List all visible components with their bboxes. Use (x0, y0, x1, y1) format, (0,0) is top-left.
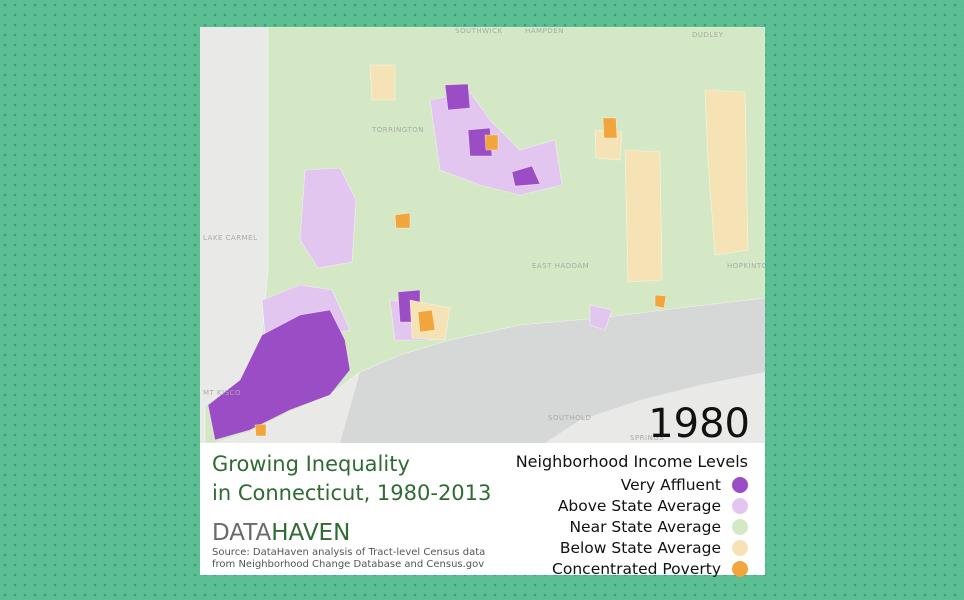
region (369, 64, 396, 101)
place-label: SOUTHWICK (455, 27, 503, 35)
place-label: EAST HADDAM (532, 262, 589, 270)
place-label: SOUTHOLD (548, 414, 591, 422)
logo-part: HAVEN (271, 520, 350, 546)
region (484, 134, 499, 151)
legend-swatch (732, 477, 748, 493)
legend-swatch (732, 561, 748, 577)
place-label: LAKE CARMEL (203, 234, 258, 242)
place-label: HAMPDEN (525, 27, 564, 35)
place-label: TORRINGTON (371, 126, 424, 134)
logo: DATAHAVEN (212, 520, 350, 546)
region (394, 212, 411, 229)
legend-label: Concentrated Poverty (552, 560, 721, 578)
legend-label: Below State Average (560, 539, 721, 557)
region (602, 117, 618, 139)
place-label: HOPKINTON (727, 262, 773, 270)
region (444, 83, 471, 111)
source: Source: DataHaven analysis of Tract-leve… (212, 547, 485, 558)
region (589, 304, 613, 331)
title: in Connecticut, 1980-2013 (212, 481, 491, 505)
region (299, 167, 357, 269)
legend-swatch (732, 498, 748, 514)
place-label: DUDLEY (692, 31, 724, 39)
logo-part: DATA (212, 520, 272, 546)
legend-label: Near State Average (569, 518, 721, 536)
legend-title: Neighborhood Income Levels (516, 452, 748, 471)
place-label: SPRINGS (630, 434, 664, 442)
map: SOUTHWICK HAMPDEN DUDLEY TORRINGTON LAKE… (200, 27, 773, 443)
region (511, 165, 541, 187)
region (207, 309, 351, 441)
place-label: MT KISCO (203, 389, 241, 397)
legend: Very Affluent Above State Average Near Sta… (552, 476, 748, 578)
region (704, 89, 749, 256)
legend-swatch (732, 519, 748, 535)
legend-label: Very Affluent (621, 476, 721, 494)
region (254, 423, 267, 437)
long-island (545, 372, 765, 443)
year: 1980 (648, 401, 750, 447)
legend-label: Above State Average (558, 497, 721, 515)
legend-swatch (732, 540, 748, 556)
source: from Neighborhood Change Database and Ce… (212, 559, 484, 570)
region (624, 149, 663, 283)
title: Growing Inequality (212, 452, 410, 476)
region (654, 294, 667, 309)
region (417, 309, 436, 333)
